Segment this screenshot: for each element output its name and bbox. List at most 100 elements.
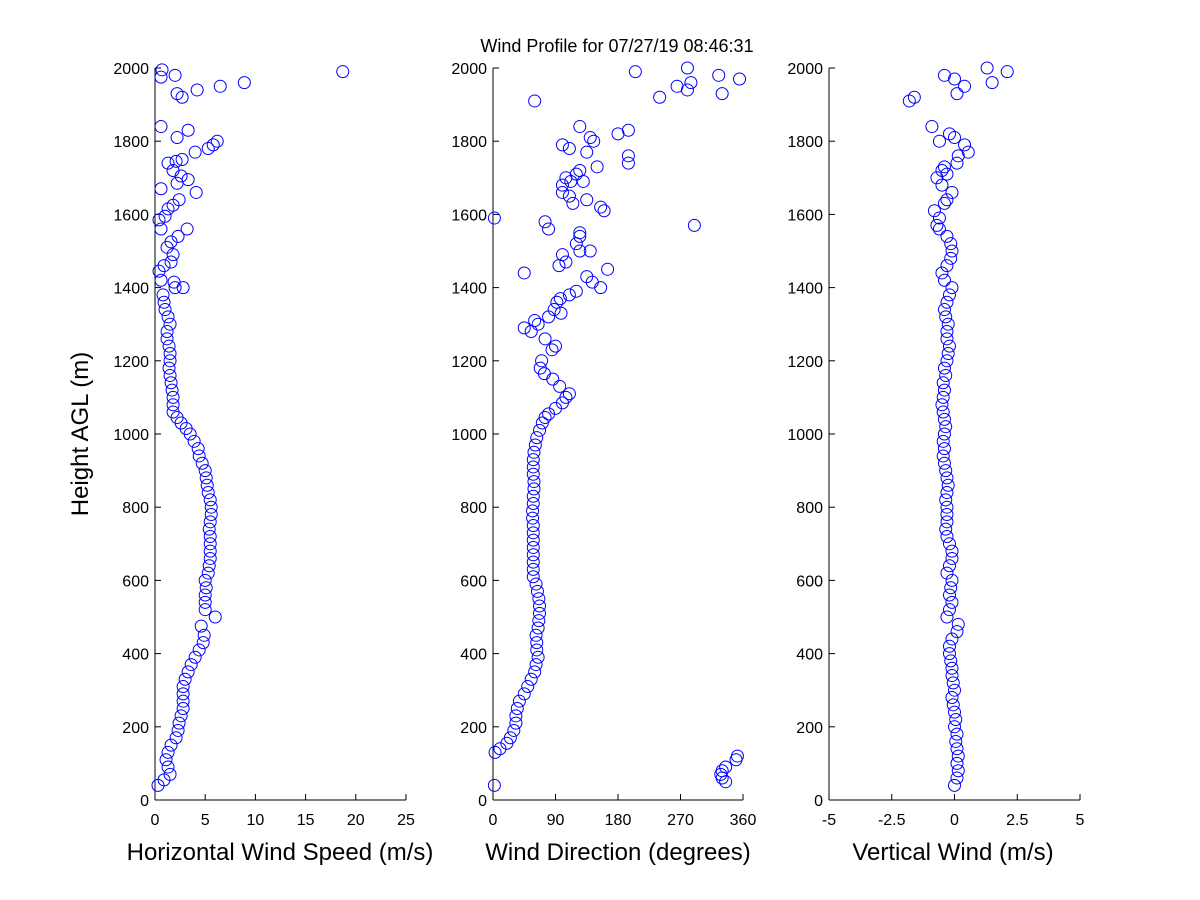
- data-point: [213, 79, 227, 93]
- data-point: [197, 628, 211, 642]
- data-point: [733, 72, 747, 86]
- data-point: [184, 658, 198, 672]
- data-point: [174, 169, 188, 183]
- data-point: [188, 650, 202, 664]
- data-point: [951, 617, 965, 631]
- y-tick-label: 1200: [113, 354, 149, 371]
- data-point: [939, 522, 953, 536]
- data-point: [237, 76, 251, 90]
- data-point: [535, 354, 549, 368]
- data-point: [526, 453, 540, 467]
- y-tick-label: 1800: [787, 134, 823, 151]
- data-point: [940, 610, 954, 624]
- data-point: [942, 639, 956, 653]
- data-point: [203, 551, 217, 565]
- y-tick-label: 400: [796, 647, 823, 664]
- data-point: [942, 603, 956, 617]
- data-point: [524, 325, 538, 339]
- data-point: [940, 486, 954, 500]
- data-point: [590, 160, 604, 174]
- data-point: [191, 442, 205, 456]
- data-point: [562, 288, 576, 302]
- data-point: [573, 226, 587, 240]
- data-point: [526, 562, 540, 576]
- data-point: [336, 65, 350, 79]
- y-tick-label: 2000: [451, 61, 487, 78]
- panel-1: 0 200 400 600 800 1000 1200 1400 1600 1800 2000 0 5 1…: [113, 61, 433, 866]
- data-point: [569, 237, 583, 251]
- data-point: [573, 120, 587, 134]
- data-point: [719, 760, 733, 774]
- data-point: [939, 310, 953, 324]
- data-point: [562, 387, 576, 401]
- data-point: [653, 90, 667, 104]
- data-point: [527, 482, 541, 496]
- data-point: [942, 647, 956, 661]
- data-point: [526, 460, 540, 474]
- data-point: [517, 687, 531, 701]
- panel-2: 0 200 400 600 800 1000 1200 1400 1600 1800 2000 0 90…: [451, 61, 756, 866]
- data-point: [189, 185, 203, 199]
- data-point: [937, 303, 951, 317]
- data-point: [154, 273, 168, 287]
- data-point: [527, 445, 541, 459]
- data-point: [181, 173, 195, 187]
- data-point: [210, 134, 224, 148]
- data-point: [202, 559, 216, 573]
- data-point: [203, 493, 217, 507]
- data-point: [524, 672, 538, 686]
- y-tick-label: 0: [478, 793, 487, 810]
- data-point: [946, 676, 960, 690]
- data-point: [163, 346, 177, 360]
- data-point: [562, 189, 576, 203]
- data-point: [201, 566, 215, 580]
- data-point: [580, 145, 594, 159]
- data-point: [937, 427, 951, 441]
- data-point: [935, 266, 949, 280]
- data-point: [569, 284, 583, 298]
- data-point: [171, 229, 185, 243]
- data-point: [950, 756, 964, 770]
- data-point: [945, 544, 959, 558]
- x-tick-label: -2.5: [878, 812, 906, 829]
- data-point: [573, 163, 587, 177]
- data-point: [503, 731, 517, 745]
- x-tick-label: 270: [667, 812, 694, 829]
- data-point: [546, 372, 560, 386]
- data-point: [178, 672, 192, 686]
- x-tick-label: -5: [822, 812, 836, 829]
- data-point: [940, 332, 954, 346]
- data-point: [529, 658, 543, 672]
- data-point: [533, 361, 547, 375]
- data-point: [166, 405, 180, 419]
- y-axis-label: Height AGL (m): [67, 352, 94, 517]
- data-point: [944, 237, 958, 251]
- data-point: [580, 270, 594, 284]
- data-point: [168, 68, 182, 82]
- data-point: [936, 390, 950, 404]
- y-tick-label: 1200: [451, 354, 487, 371]
- data-point: [907, 90, 921, 104]
- data-point: [555, 185, 569, 199]
- data-point: [684, 76, 698, 90]
- data-point: [170, 411, 184, 425]
- data-point: [937, 412, 951, 426]
- data-point: [529, 628, 543, 642]
- data-point: [199, 471, 213, 485]
- data-point: [942, 288, 956, 302]
- data-point: [201, 486, 215, 500]
- data-point: [937, 456, 951, 470]
- x-tick-label: 25: [397, 812, 415, 829]
- x-tick-label: 180: [605, 812, 632, 829]
- data-point: [154, 182, 168, 196]
- data-point: [553, 292, 567, 306]
- data-point: [538, 215, 552, 229]
- data-point: [526, 489, 540, 503]
- data-point: [951, 764, 965, 778]
- data-point: [164, 255, 178, 269]
- y-tick-label: 0: [140, 793, 149, 810]
- data-point: [547, 303, 561, 317]
- data-point: [517, 266, 531, 280]
- data-point: [170, 131, 184, 145]
